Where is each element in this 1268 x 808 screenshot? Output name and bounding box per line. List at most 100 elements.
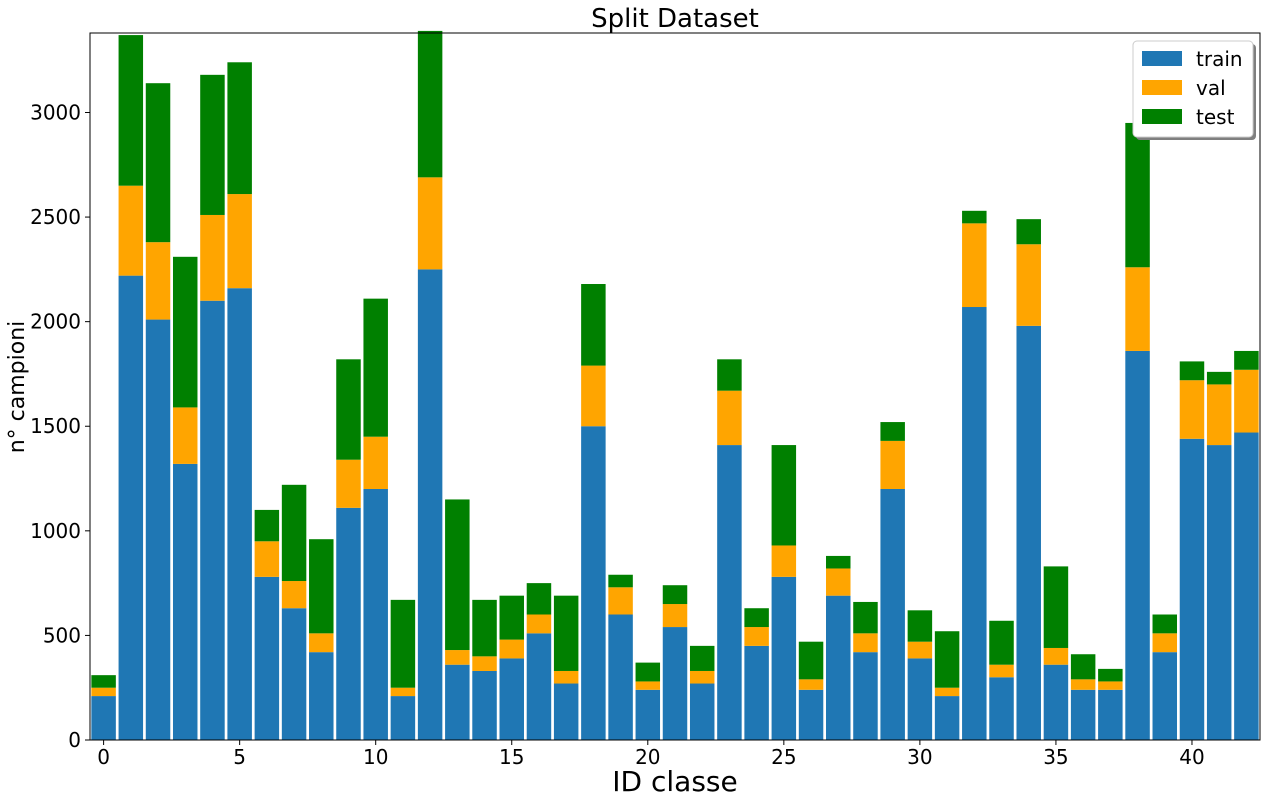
bar-val-class-5 (227, 194, 252, 289)
bar-train-class-7 (281, 608, 307, 740)
bar-val-class-23 (717, 390, 742, 446)
bar-val-class-37 (1098, 681, 1123, 690)
bar-test-class-39 (1152, 614, 1178, 634)
bar-val-class-42 (1234, 369, 1259, 433)
bar-val-class-2 (145, 242, 171, 320)
bar-train-class-32 (962, 307, 987, 740)
legend: train val test (1132, 40, 1256, 140)
bar-val-class-25 (771, 545, 797, 577)
bar-test-class-26 (798, 641, 824, 680)
x-axis-label: ID classe (612, 765, 737, 798)
legend-swatch-test (1142, 109, 1182, 124)
bar-train-class-12 (417, 269, 443, 740)
bar-test-class-23 (717, 359, 742, 391)
bar-test-class-41 (1206, 371, 1232, 385)
x-tick-label: 10 (363, 745, 388, 769)
bar-test-class-24 (744, 608, 769, 628)
bar-train-class-18 (581, 426, 606, 740)
y-tick-label: 0 (68, 728, 81, 752)
bar-test-class-1 (118, 35, 144, 186)
bar-train-class-9 (336, 507, 361, 740)
bar-val-class-12 (417, 177, 443, 270)
bar-val-class-3 (172, 407, 198, 464)
bar-val-class-4 (200, 214, 225, 301)
bar-test-class-0 (91, 675, 116, 688)
bar-train-class-40 (1179, 438, 1205, 740)
bar-train-class-5 (227, 288, 252, 740)
y-tick-label: 500 (43, 623, 81, 647)
bar-train-class-29 (880, 488, 905, 740)
bar-val-class-28 (853, 633, 878, 653)
bar-test-class-29 (880, 422, 905, 441)
x-tick-label: 25 (771, 745, 796, 769)
bar-val-class-16 (526, 614, 552, 634)
bar-test-class-7 (281, 484, 307, 582)
x-tick-label: 15 (499, 745, 524, 769)
bar-val-class-9 (336, 459, 361, 508)
bar-train-class-6 (254, 576, 280, 740)
bar-test-class-3 (172, 256, 198, 408)
x-tick-label: 35 (1043, 745, 1068, 769)
bar-val-class-17 (553, 670, 579, 684)
bar-val-class-29 (880, 440, 905, 489)
bar-val-class-26 (798, 679, 824, 690)
bar-test-class-36 (1070, 654, 1096, 680)
bar-test-class-42 (1234, 350, 1259, 370)
bar-val-class-8 (309, 633, 334, 653)
bar-train-class-31 (934, 696, 960, 740)
bar-val-class-18 (581, 365, 606, 427)
bar-test-class-6 (254, 509, 280, 542)
legend-swatch-val (1142, 80, 1182, 95)
bar-test-class-10 (363, 298, 388, 437)
bar-val-class-24 (744, 627, 769, 646)
bar-test-class-38 (1125, 122, 1150, 268)
bar-val-class-36 (1070, 679, 1096, 690)
bar-test-class-32 (962, 210, 987, 224)
bar-train-class-15 (499, 658, 524, 740)
bar-train-class-34 (1016, 325, 1041, 740)
bar-train-class-11 (390, 696, 416, 740)
bar-val-class-34 (1016, 244, 1041, 326)
bar-test-class-37 (1098, 668, 1123, 682)
bar-test-class-17 (553, 595, 579, 671)
bar-test-class-8 (309, 539, 334, 634)
x-tick-label: 5 (233, 745, 246, 769)
bar-train-class-35 (1043, 664, 1069, 740)
bar-train-class-42 (1234, 432, 1259, 740)
bar-train-class-36 (1070, 689, 1096, 740)
bar-train-class-24 (744, 645, 769, 740)
bar-val-class-30 (907, 641, 933, 659)
bar-train-class-41 (1206, 445, 1232, 740)
bar-val-class-6 (254, 541, 280, 577)
bar-val-class-14 (472, 656, 497, 671)
bar-test-class-18 (581, 284, 606, 366)
bar-test-class-25 (771, 445, 797, 546)
bar-test-class-27 (826, 555, 851, 569)
bar-val-class-39 (1152, 633, 1178, 653)
bar-val-class-38 (1125, 267, 1150, 351)
bar-test-class-16 (526, 583, 552, 615)
bar-test-class-22 (689, 645, 715, 671)
bar-train-class-3 (172, 463, 198, 740)
bar-val-class-13 (445, 650, 470, 665)
y-axis-ticks: 0 500 1000 1500 2000 2500 3000 (30, 100, 90, 752)
bar-test-class-11 (390, 599, 416, 688)
bar-val-class-33 (989, 664, 1014, 678)
bar-val-class-31 (934, 687, 960, 697)
bar-val-class-7 (281, 581, 307, 609)
bar-test-class-14 (472, 599, 497, 657)
bar-train-class-20 (635, 689, 661, 740)
bar-train-class-26 (798, 689, 824, 740)
bar-train-class-19 (608, 614, 633, 740)
bar-train-class-27 (826, 595, 851, 740)
bar-val-class-27 (826, 568, 851, 596)
bar-test-class-5 (227, 62, 252, 195)
bar-test-class-33 (989, 620, 1014, 665)
x-tick-label: 20 (635, 745, 660, 769)
bar-train-class-2 (145, 319, 171, 740)
bar-train-class-37 (1098, 689, 1123, 740)
bar-val-class-32 (962, 223, 987, 308)
bar-test-class-13 (445, 499, 470, 651)
bar-train-class-39 (1152, 652, 1178, 740)
